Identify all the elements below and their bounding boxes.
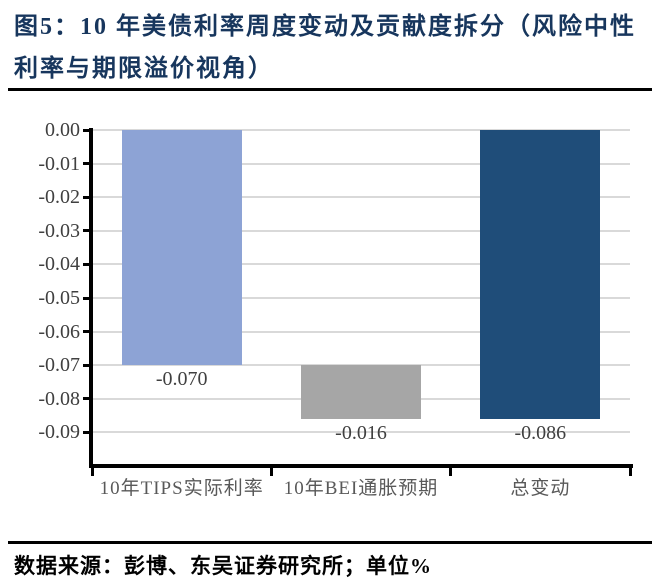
y-tick-label: -0.06 bbox=[38, 320, 80, 343]
figure-title-line-1: 图5：10 年美债利率周度变动及贡献度拆分（风险中性 bbox=[14, 14, 636, 40]
figure-title: 图5：10 年美债利率周度变动及贡献度拆分（风险中性 利率与期限溢价视角） bbox=[14, 6, 648, 90]
y-axis-tick bbox=[83, 296, 92, 300]
y-tick-label: -0.09 bbox=[38, 421, 80, 444]
x-axis bbox=[89, 464, 633, 468]
figure-title-line-2: 利率与期限溢价视角） bbox=[14, 56, 274, 82]
y-tick-label: -0.02 bbox=[38, 186, 80, 209]
y-tick-label: -0.03 bbox=[38, 219, 80, 242]
bar bbox=[121, 130, 242, 366]
y-gridline bbox=[92, 162, 630, 165]
y-tick-label: -0.08 bbox=[38, 387, 80, 410]
x-category-label: 10年BEI通胀预期 bbox=[283, 478, 439, 499]
y-gridline bbox=[92, 297, 630, 299]
y-axis-tick bbox=[83, 397, 92, 401]
x-category-label: 总变动 bbox=[510, 478, 571, 499]
title-divider bbox=[8, 88, 652, 91]
y-gridline bbox=[92, 129, 630, 131]
y-axis-tick bbox=[83, 363, 92, 367]
bar-value-label: -0.086 bbox=[514, 421, 567, 444]
source-divider bbox=[8, 541, 652, 544]
y-axis bbox=[89, 128, 93, 467]
y-gridline bbox=[92, 229, 630, 232]
y-axis-tick bbox=[83, 128, 92, 132]
bar-value-label: -0.016 bbox=[335, 421, 387, 444]
y-gridline bbox=[92, 196, 630, 199]
y-gridline bbox=[92, 263, 630, 266]
y-axis-tick bbox=[83, 229, 92, 233]
bar bbox=[301, 365, 421, 419]
x-category-label: 10年TIPS实际利率 bbox=[99, 478, 264, 499]
y-tick-label: -0.01 bbox=[38, 152, 80, 175]
x-axis-tick bbox=[90, 467, 94, 476]
x-axis-tick bbox=[628, 467, 632, 476]
y-gridline bbox=[92, 431, 630, 434]
y-tick-label: -0.05 bbox=[38, 287, 80, 309]
y-tick-label: -0.04 bbox=[38, 253, 80, 276]
y-tick-label: -0.07 bbox=[38, 354, 80, 377]
x-axis-tick bbox=[449, 467, 453, 476]
y-tick-label: 0.00 bbox=[45, 119, 80, 141]
y-axis-tick bbox=[83, 430, 92, 434]
bar-value-label: -0.070 bbox=[155, 368, 208, 391]
y-gridline bbox=[92, 330, 630, 333]
y-axis-tick bbox=[83, 195, 92, 199]
y-axis-tick bbox=[83, 162, 92, 166]
y-axis-tick bbox=[83, 330, 92, 334]
x-axis-tick bbox=[269, 467, 273, 476]
bar bbox=[480, 130, 601, 419]
source-note: 数据来源：彭博、东吴证券研究所；单位% bbox=[14, 554, 432, 578]
y-axis-tick bbox=[83, 262, 92, 266]
